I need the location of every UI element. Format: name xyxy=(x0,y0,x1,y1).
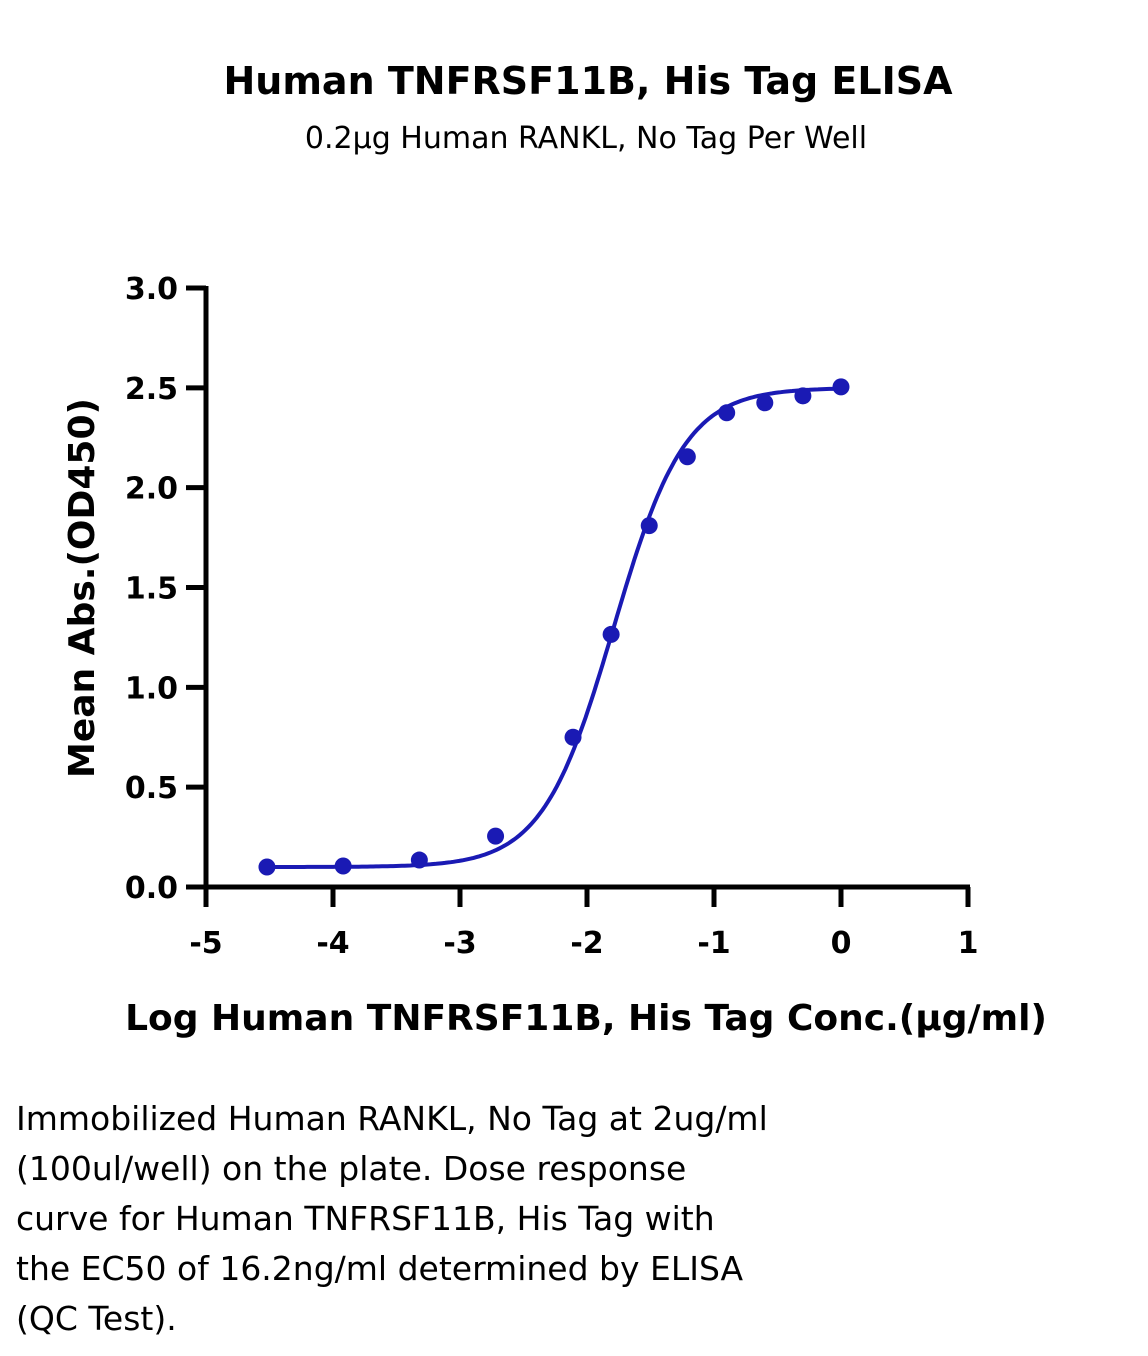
figure-caption: Immobilized Human RANKL, No Tag at 2ug/m… xyxy=(16,1099,768,1338)
y-tick-label: 0.0 xyxy=(125,871,178,906)
data-point xyxy=(756,394,774,412)
y-tick-label: 3.0 xyxy=(125,272,178,307)
data-point xyxy=(794,387,812,405)
data-point xyxy=(832,378,850,396)
y-tick-label: 1.0 xyxy=(125,671,178,706)
x-tick-label: 1 xyxy=(958,926,979,961)
data-point xyxy=(564,728,582,746)
x-tick-label: 0 xyxy=(831,926,852,961)
tick-labels: 0.0 0.5 1.0 1.5 2.0 2.5 3.0 -5 -4 -3 -2 -1 0 1 xyxy=(125,272,979,961)
x-tick-label: -5 xyxy=(189,926,222,961)
x-tick-label: -3 xyxy=(443,926,476,961)
data-point xyxy=(487,827,505,845)
y-axis-label: Mean Abs.(OD450) xyxy=(62,398,103,778)
data-points xyxy=(258,378,850,876)
data-point xyxy=(678,448,696,466)
data-point xyxy=(410,851,428,869)
y-tick-label: 2.0 xyxy=(125,472,178,507)
y-tick-label: 2.5 xyxy=(125,372,178,407)
y-tick-label: 1.5 xyxy=(125,572,178,607)
x-tick-label: -1 xyxy=(697,926,730,961)
x-tick-label: -4 xyxy=(316,926,349,961)
data-point xyxy=(602,625,620,643)
y-tick-label: 0.5 xyxy=(125,771,178,806)
x-axis-label: Log Human TNFRSF11B, His Tag Conc.(μg/ml… xyxy=(125,998,1047,1039)
chart-subtitle: 0.2μg Human RANKL, No Tag Per Well xyxy=(305,121,867,156)
axes xyxy=(186,285,971,907)
fit-curve xyxy=(267,386,842,869)
chart-title: Human TNFRSF11B, His Tag ELISA xyxy=(223,59,953,103)
data-point xyxy=(258,858,276,876)
data-point xyxy=(640,517,658,535)
elisa-chart: Human TNFRSF11B, His Tag ELISA 0.2μg Hum… xyxy=(62,59,1047,1039)
data-point xyxy=(718,404,736,422)
x-tick-label: -2 xyxy=(570,926,603,961)
data-point xyxy=(334,857,352,875)
